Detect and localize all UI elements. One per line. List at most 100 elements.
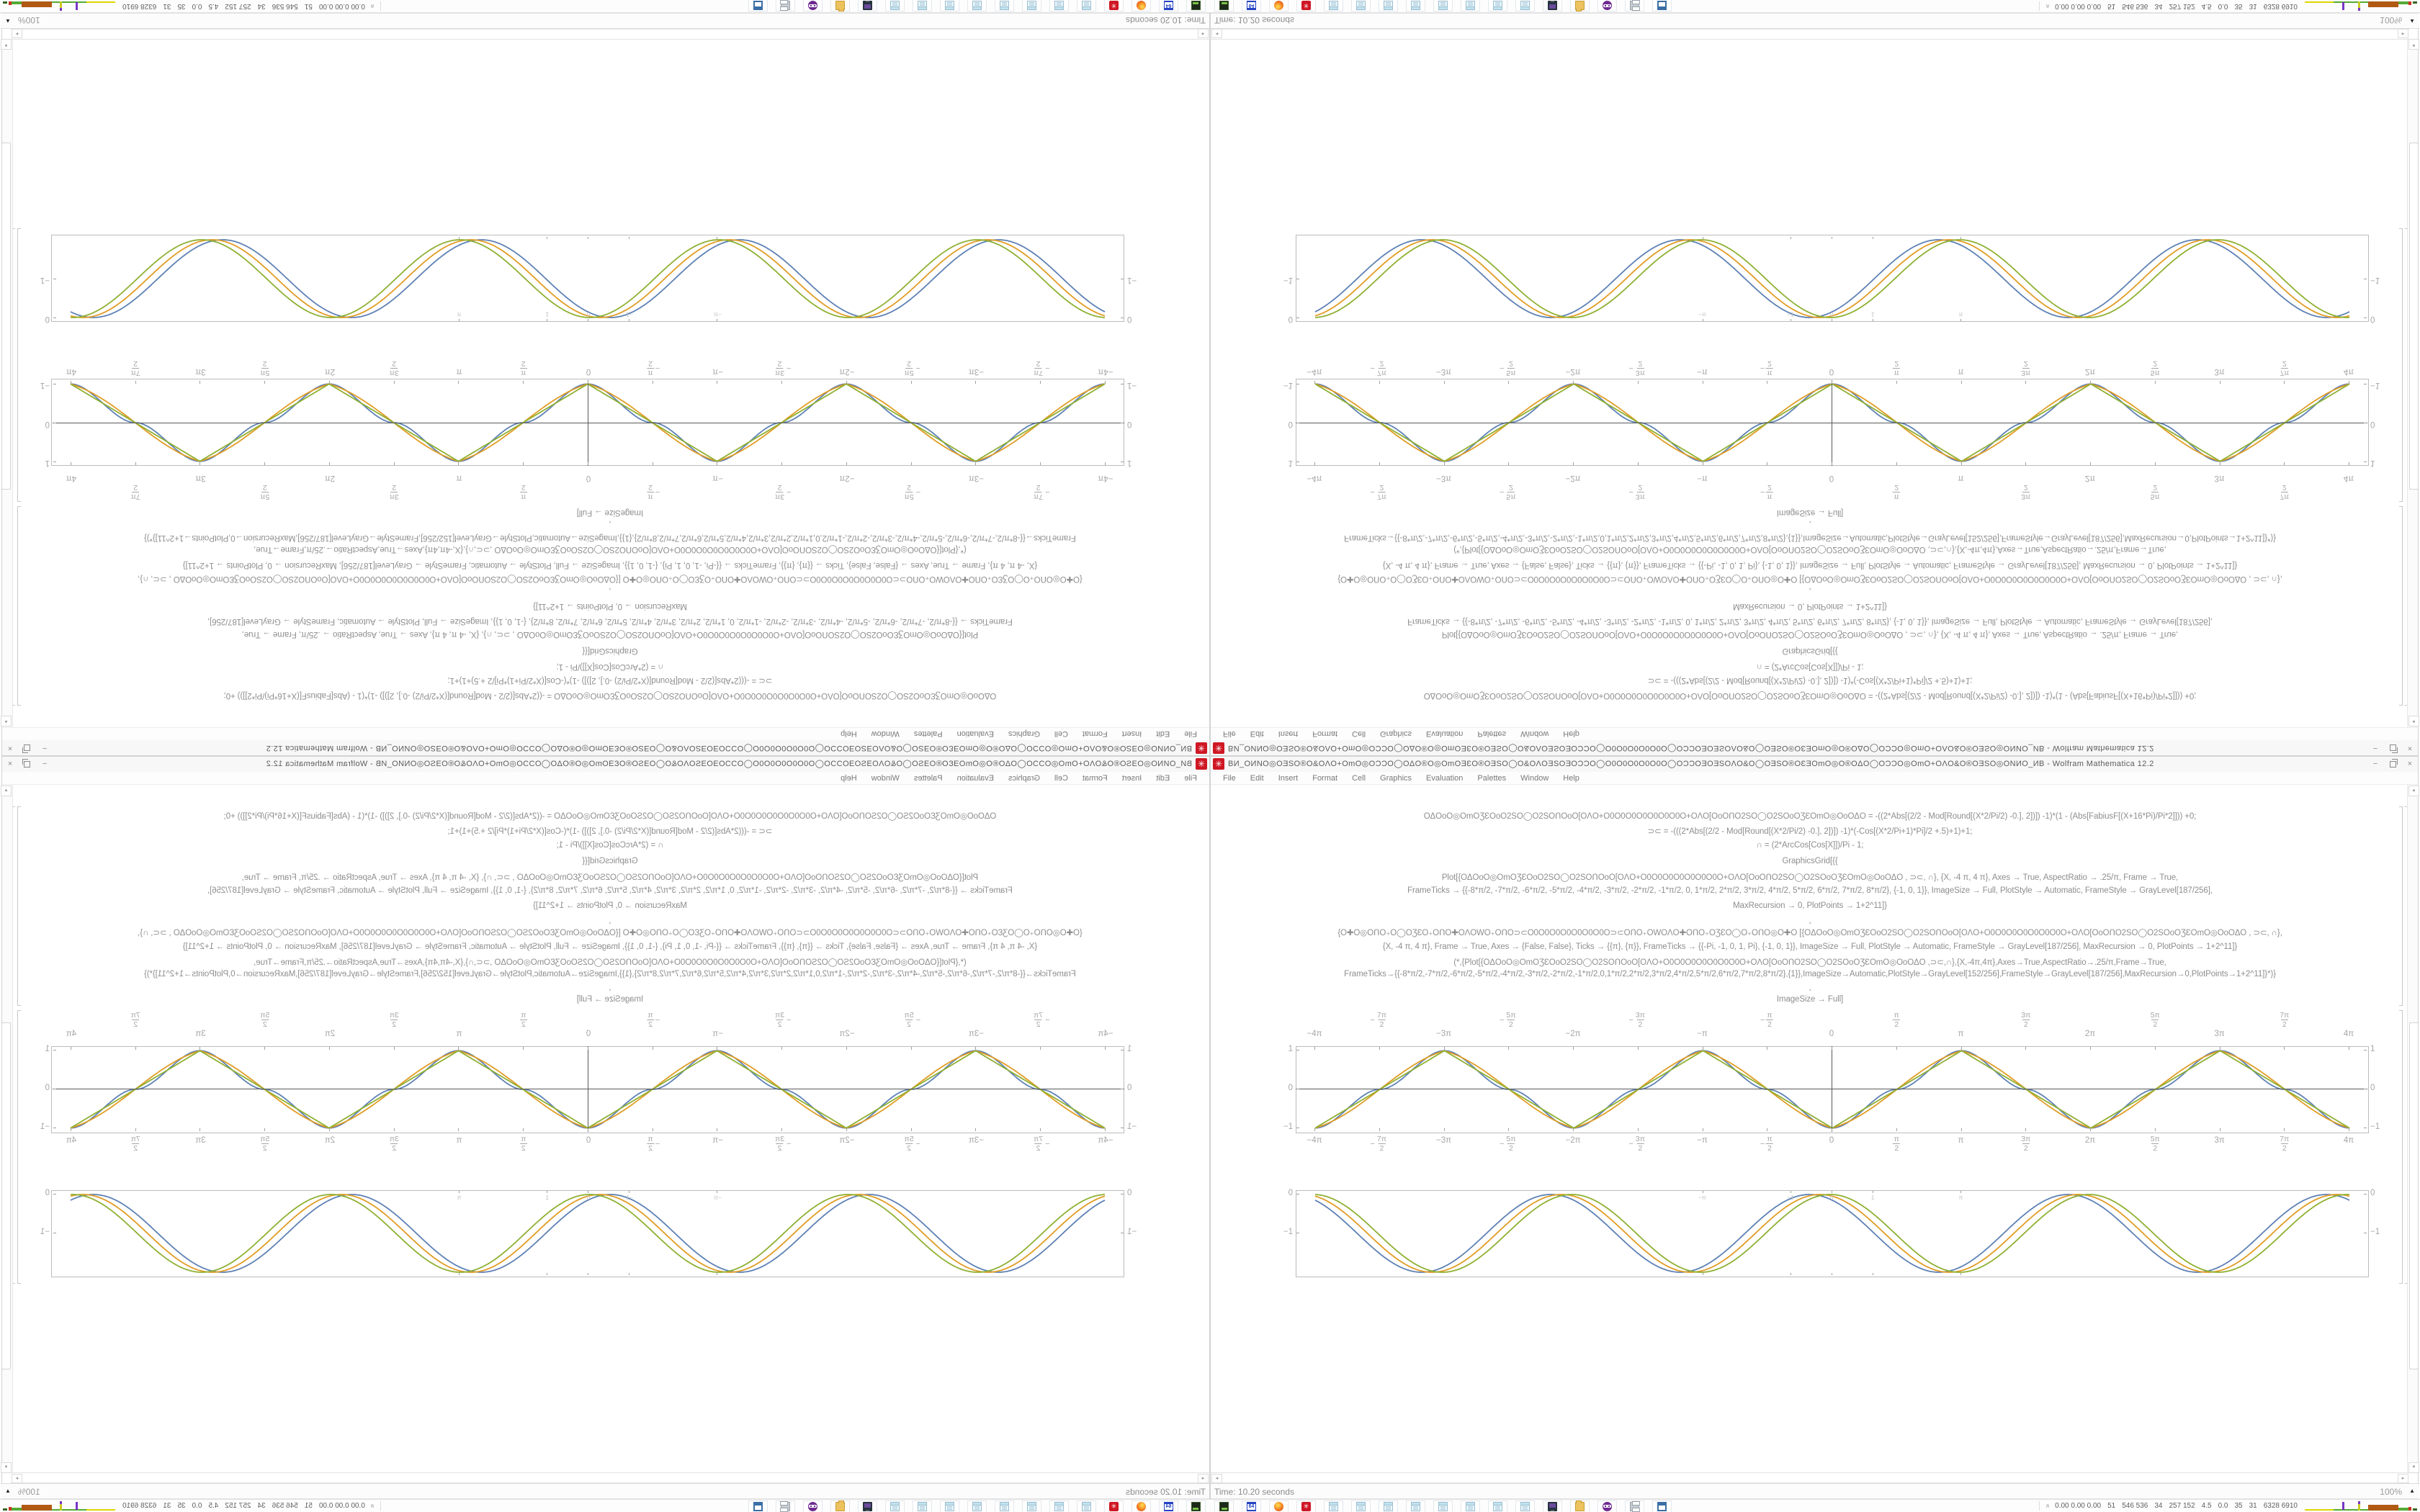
code-line-1[interactable]: OΔOoO◎OmOƷƐOoO2SO◯O2SOՈOoO[OΛO+O0O0O0O0O… xyxy=(1423,812,2197,821)
taskbar-button-notepad-7[interactable] xyxy=(1379,1500,1398,1512)
scroll-right-arrow[interactable]: ▸ xyxy=(12,29,22,38)
code-line-3[interactable]: ∩ = (2*ArcCos[Cos[X]])/Pi - 1; xyxy=(1756,841,1864,850)
notebook-content[interactable]: OΔOoO◎OmOƷƐOoO2SO◯O2SOՈOoO[OΛO+O0O0O0O0O… xyxy=(1211,785,2409,1472)
code-line-7[interactable]: MaxRecursion → 0, PlotPoints → 1+2^11]} xyxy=(1733,602,1887,611)
code-line-11[interactable]: (*,{Plot[{OΔOoO◎OmOƷƐOoO2SO◯O2SOՈOoO[OΛO… xyxy=(1453,545,2166,554)
taskbar-button-notepad-12[interactable] xyxy=(885,1500,905,1512)
output-cell-bracket[interactable] xyxy=(2399,228,2403,502)
taskbar-button-mathematica-4[interactable]: ✳ xyxy=(1104,1500,1124,1512)
tray-expander-icon[interactable]: » xyxy=(369,1503,377,1508)
code-line-10[interactable]: {X, -4 π, 4 π}, Frame → True, Axes → {Fa… xyxy=(1382,561,2238,570)
taskbar-button-display-13[interactable] xyxy=(1543,0,1562,12)
code-line-4[interactable]: GraphicsGrid[{{ xyxy=(1782,857,1838,865)
code-line-14[interactable]: ImageSize → Full] xyxy=(1776,508,1844,517)
zoom-popup-arrow[interactable]: ▲ xyxy=(5,1488,11,1494)
menu-cell[interactable]: Cell xyxy=(1054,729,1068,739)
code-line-13[interactable]: , xyxy=(609,984,611,992)
menu-palettes[interactable]: Palettes xyxy=(1477,729,1507,739)
code-line-11[interactable]: (*,{Plot[{OΔOoO◎OmOƷƐOoO2SO◯O2SOՈOoO[OΛO… xyxy=(254,958,967,967)
code-line-8[interactable]: , xyxy=(609,587,611,595)
menu-file[interactable]: File xyxy=(1223,773,1236,783)
taskbar-button-terminal-1[interactable] xyxy=(1214,0,1234,12)
close-button[interactable]: × xyxy=(7,760,13,768)
menu-format[interactable]: Format xyxy=(1082,729,1108,739)
output-cell-bracket[interactable] xyxy=(17,1010,21,1284)
input-cell-bracket[interactable] xyxy=(2399,806,2403,1006)
menu-edit[interactable]: Edit xyxy=(1156,773,1170,783)
scroll-right-arrow[interactable]: ▸ xyxy=(2398,1474,2408,1483)
code-line-12[interactable]: FrameTicks→{{-8*π/2,-7*π/2,-6*π/2,-5*π/2… xyxy=(144,534,1076,542)
code-line-1[interactable]: OΔOoO◎OmOƷƐOoO2SO◯O2SOՈOoO[OΛO+O0O0O0O0O… xyxy=(223,691,997,700)
taskbar-button-display-13[interactable] xyxy=(1543,1500,1562,1512)
menu-window[interactable]: Window xyxy=(1520,773,1549,783)
code-line-10[interactable]: {X, -4 π, 4 π}, Frame → True, Axes → {Fa… xyxy=(182,561,1038,570)
taskbar-button-mask-15[interactable] xyxy=(1597,0,1617,12)
taskbar-button-notepad-12[interactable] xyxy=(1515,0,1535,12)
taskbar-button-notepad-7[interactable] xyxy=(1379,0,1398,12)
menu-cell[interactable]: Cell xyxy=(1352,729,1366,739)
taskbar-button-window-17[interactable] xyxy=(1652,0,1672,12)
input-cell-bracket[interactable] xyxy=(17,506,21,706)
code-line-2[interactable]: ⊃⊂ = -(((2*Abs[(2/2 - Mod[Round[(X*2/Pi/… xyxy=(1647,827,1973,836)
code-line-10[interactable]: {X, -4 π, 4 π}, Frame → True, Axes → {Fa… xyxy=(182,942,1038,951)
taskbar-button-firefox-3[interactable] xyxy=(1131,0,1151,12)
close-button[interactable]: × xyxy=(2407,744,2413,752)
taskbar-button-notepad-9[interactable] xyxy=(967,0,987,12)
code-line-5[interactable]: Plot[{OΔOoO◎OmOƷƐOoO2SO◯O2SOՈOoO[OΛO+O0O… xyxy=(241,630,979,639)
taskbar-button-printer-16[interactable] xyxy=(776,0,795,12)
menu-evaluation[interactable]: Evaluation xyxy=(1426,773,1464,783)
code-line-8[interactable]: , xyxy=(1809,917,1811,925)
code-line-2[interactable]: ⊃⊂ = -(((2*Abs[(2/2 - Mod[Round[(X*2/Pi/… xyxy=(447,676,773,685)
taskbar-button-notepad-8[interactable] xyxy=(1406,1500,1425,1512)
taskbar-button-folder-14[interactable] xyxy=(830,0,850,12)
code-line-13[interactable]: , xyxy=(1809,984,1811,992)
code-line-7[interactable]: MaxRecursion → 0, PlotPoints → 1+2^11]} xyxy=(533,602,687,611)
scrollbar-thumb[interactable] xyxy=(1,1022,11,1369)
notebook-content[interactable]: OΔOoO◎OmOƷƐOoO2SO◯O2SOՈOoO[OΛO+O0O0O0O0O… xyxy=(1211,40,2409,727)
menu-help[interactable]: Help xyxy=(1563,729,1579,739)
code-line-7[interactable]: MaxRecursion → 0, PlotPoints → 1+2^11]} xyxy=(1733,901,1887,910)
code-line-10[interactable]: {X, -4 π, 4 π}, Frame → True, Axes → {Fa… xyxy=(1382,942,2238,951)
code-line-1[interactable]: OΔOoO◎OmOƷƐOoO2SO◯O2SOՈOoO[OΛO+O0O0O0O0O… xyxy=(223,812,997,821)
restore-button[interactable] xyxy=(22,759,32,769)
restore-button[interactable] xyxy=(2388,743,2398,753)
taskbar-button-notepad-10[interactable] xyxy=(1461,0,1480,12)
restore-button[interactable] xyxy=(22,743,32,753)
code-line-9[interactable]: {O✚O◎OՈO₊O◯OƷƐO₊OՈO✚OɅOWO₊OՈO⊃⊂O0O0O0O0O… xyxy=(1337,929,2282,937)
taskbar-button-notepad-11[interactable] xyxy=(913,1500,932,1512)
taskbar-button-notepad-7[interactable] xyxy=(1022,1500,1041,1512)
menu-palettes[interactable]: Palettes xyxy=(1477,773,1507,783)
taskbar-button-firefox-3[interactable] xyxy=(1269,1500,1289,1512)
horizontal-scrollbar[interactable]: ◂ ▸ xyxy=(1211,29,2409,40)
scrollbar-thumb[interactable] xyxy=(2409,1022,2419,1369)
minimize-button[interactable]: − xyxy=(42,744,48,752)
code-line-12[interactable]: FrameTicks→{{-8*π/2,-7*π/2,-6*π/2,-5*π/2… xyxy=(144,970,1076,978)
input-cell-bracket[interactable] xyxy=(17,806,21,1006)
taskbar-button-notepad-8[interactable] xyxy=(1406,0,1425,12)
menu-cell[interactable]: Cell xyxy=(1352,773,1366,783)
menu-file[interactable]: File xyxy=(1184,773,1197,783)
menu-evaluation[interactable]: Evaluation xyxy=(1426,729,1464,739)
tray-expander-icon[interactable]: » xyxy=(2043,4,2051,9)
scroll-right-arrow[interactable]: ▸ xyxy=(2398,29,2408,38)
scroll-up-arrow[interactable]: ▲ xyxy=(2408,786,2419,796)
menu-insert[interactable]: Insert xyxy=(1278,773,1299,783)
minimize-button[interactable]: − xyxy=(42,760,48,768)
taskbar-button-mathematica-4[interactable]: ✳ xyxy=(1296,0,1316,12)
code-line-6[interactable]: FrameTicks → {{-8*π/2, -7*π/2, -6*π/2, -… xyxy=(1407,886,2213,895)
taskbar-button-firefox-3[interactable] xyxy=(1269,0,1289,12)
taskbar-button-window-17[interactable] xyxy=(1652,1500,1672,1512)
code-line-4[interactable]: GraphicsGrid[{{ xyxy=(582,857,638,865)
scroll-left-arrow[interactable]: ◂ xyxy=(1198,1474,1209,1483)
taskbar-button-notepad-8[interactable] xyxy=(995,1500,1014,1512)
taskbar-button-notepad-10[interactable] xyxy=(1461,1500,1480,1512)
taskbar-button-printer-16[interactable] xyxy=(1625,0,1644,12)
taskbar-button-notepad-10[interactable] xyxy=(940,0,959,12)
taskbar-button-mask-15[interactable] xyxy=(1597,1500,1617,1512)
menu-graphics[interactable]: Graphics xyxy=(1380,729,1412,739)
code-line-6[interactable]: FrameTicks → {{-8*π/2, -7*π/2, -6*π/2, -… xyxy=(207,886,1013,895)
taskbar-button-mask-15[interactable] xyxy=(803,0,823,12)
scroll-down-arrow[interactable]: ▼ xyxy=(2408,39,2419,50)
menu-window[interactable]: Window xyxy=(871,729,900,739)
scroll-up-arrow[interactable]: ▲ xyxy=(1,786,12,796)
